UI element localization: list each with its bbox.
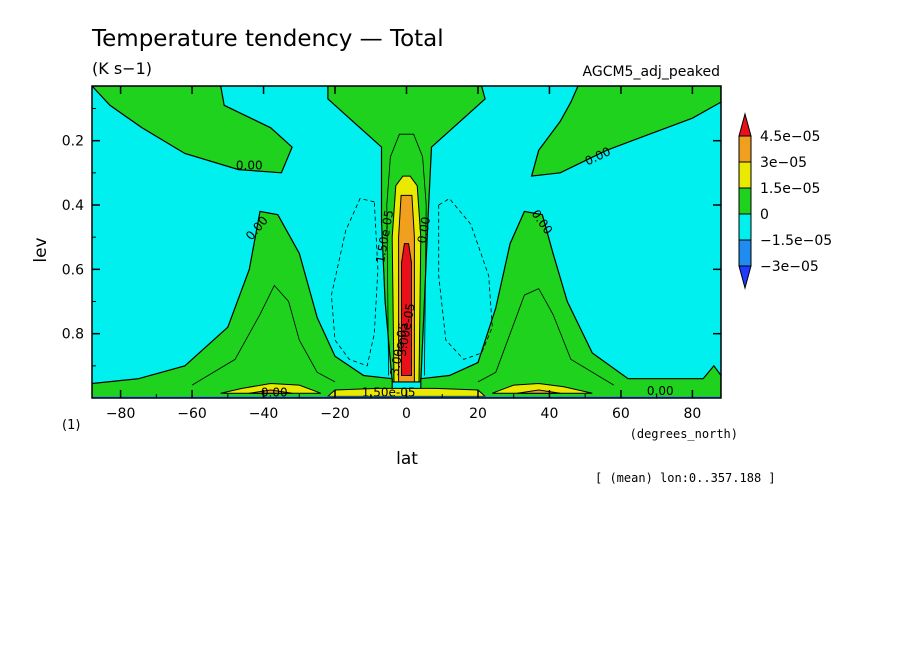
colorbar-segment (738, 213, 752, 241)
colorbar-segment (738, 239, 752, 267)
y-tick-label: 0.4 (62, 198, 84, 214)
colorbar-segment (738, 187, 752, 215)
colorbar-segment (738, 135, 752, 163)
colorbar-label: 0 (760, 207, 769, 223)
colorbar-label: −1.5e−05 (760, 233, 832, 249)
x-tick-label: −80 (106, 406, 136, 422)
colorbar-top-arrow (738, 112, 752, 137)
x-tick-label: −20 (320, 406, 350, 422)
x-tick-label: −60 (177, 406, 207, 422)
colorbar-label: −3e−05 (760, 259, 819, 275)
positive-band-sh (492, 382, 593, 394)
contour-field: 0.00 0.000.00 0.000.001.50e-053.00e-053.00… (92, 86, 721, 399)
x-axis-units: (degrees_north) (630, 427, 738, 441)
x-tick-label: 0 (402, 406, 411, 422)
positive-core-nh (249, 389, 293, 394)
y-axis-label: lev (31, 237, 51, 262)
colorbar-segment (738, 161, 752, 189)
y-axis-units: (1) (62, 418, 80, 433)
x-axis-label: lat (396, 449, 418, 469)
positive-max-eq (401, 243, 412, 376)
colorbar: 4.5e−05 3e−05 1.5e−05 0 −1.5e−05 −3e−05 (738, 112, 832, 290)
chart-title: Temperature tendency — Total (91, 26, 444, 52)
contour-label: 0.00 (647, 384, 674, 398)
negative-contour-sh (438, 198, 493, 360)
contour-label: 1.50e-05 (362, 385, 416, 399)
x-tick-label: 20 (469, 406, 487, 422)
zero-band-nh-upper (92, 86, 293, 174)
x-tick-label: 60 (612, 406, 630, 422)
x-tick-label: 40 (541, 406, 559, 422)
x-tick-label: 80 (683, 406, 701, 422)
y-tick-label: 0.6 (62, 262, 84, 278)
colorbar-label: 3e−05 (760, 155, 807, 171)
y-tick-label: 0.2 (62, 134, 84, 150)
x-tick-label: −40 (249, 406, 279, 422)
contour-label: 0.00 (236, 159, 263, 173)
y-axis: 0.2 0.4 0.6 0.8 (62, 108, 721, 367)
colorbar-bottom-arrow (738, 265, 752, 290)
zero-band-sh-lower (420, 210, 721, 398)
x-axis: −80 −60 −40 −20 0 20 40 60 80 (106, 86, 701, 422)
colorbar-label: 1.5e−05 (760, 181, 820, 197)
y-tick-label: 0.8 (62, 327, 84, 343)
negative-contour-nh (330, 198, 379, 367)
chart-subtitle: (K s−1) (92, 59, 152, 78)
contour-label: 0.00 (261, 385, 288, 399)
zero-band-sh-upper (530, 86, 721, 177)
contour-label: 0.00 (415, 216, 433, 245)
contour-line-eq (386, 133, 427, 376)
contour-line-sh (477, 288, 615, 386)
contour-line-nh (191, 284, 336, 386)
positive-band-nh (220, 382, 321, 394)
colorbar-label: 4.5e−05 (760, 129, 820, 145)
footnote: [ (mean) lon:0..357.188 ] (595, 471, 776, 485)
experiment-label: AGCM5_adj_peaked (583, 64, 720, 80)
